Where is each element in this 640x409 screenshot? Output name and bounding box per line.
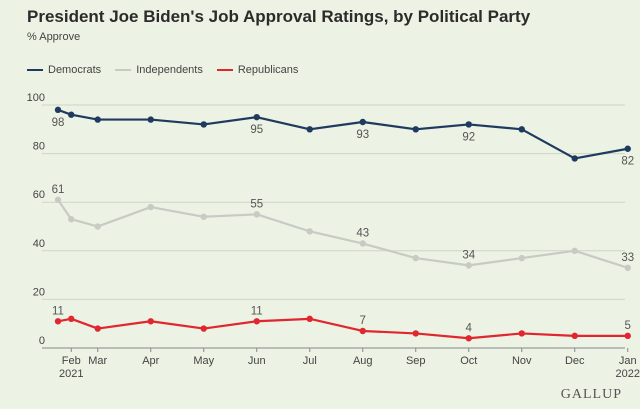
data-label-democrats-0: 98 xyxy=(52,117,65,129)
data-point-republicans-0 xyxy=(54,318,62,325)
data-point-democrats-0 xyxy=(54,106,62,114)
y-tick-label-100: 100 xyxy=(27,92,45,104)
data-point-republicans-2 xyxy=(94,325,101,332)
data-label-democrats-9: 92 xyxy=(462,131,475,143)
data-point-independents-12 xyxy=(624,264,631,272)
y-tick-label-40: 40 xyxy=(33,238,45,250)
data-label-republicans-12: 5 xyxy=(625,320,631,332)
x-tick-year-2022: 2022 xyxy=(616,368,640,380)
x-tick-year-2021: 2021 xyxy=(59,368,83,380)
data-point-independents-5 xyxy=(253,211,260,218)
x-tick-label-jan: Jan xyxy=(619,355,637,367)
data-label-independents-5: 55 xyxy=(250,198,263,210)
y-tick-label-20: 20 xyxy=(33,286,45,298)
data-label-republicans-0: 11 xyxy=(52,305,64,317)
x-tick-label-apr: Apr xyxy=(142,355,159,367)
data-point-republicans-5 xyxy=(253,318,260,325)
y-tick-label-0: 0 xyxy=(39,335,45,347)
legend-swatch-republicans xyxy=(216,69,233,71)
data-label-independents-0: 61 xyxy=(52,184,65,196)
legend-item-independents[interactable]: Independents xyxy=(115,64,203,76)
data-label-independents-12: 33 xyxy=(621,252,634,264)
data-label-republicans-9: 4 xyxy=(466,322,473,334)
data-point-independents-8 xyxy=(412,254,419,262)
data-point-independents-2 xyxy=(94,223,101,230)
data-point-independents-9 xyxy=(465,262,472,269)
data-label-republicans-5: 11 xyxy=(251,305,263,317)
data-point-republicans-7 xyxy=(359,327,366,335)
data-point-democrats-1 xyxy=(68,111,75,118)
x-tick-label-oct: Oct xyxy=(460,355,477,367)
legend-swatch-independents xyxy=(115,69,132,71)
legend-label-independents: Independents xyxy=(136,64,203,76)
y-tick-label-80: 80 xyxy=(33,141,45,153)
chart-subtitle: % Approve xyxy=(27,31,81,43)
legend-label-republicans: Republicans xyxy=(237,64,299,76)
data-point-republicans-1 xyxy=(68,315,75,323)
data-label-independents-9: 34 xyxy=(462,249,475,261)
data-point-democrats-5 xyxy=(253,113,260,121)
x-tick-label-mar: Mar xyxy=(88,355,107,367)
data-point-republicans-12 xyxy=(624,332,631,340)
legend-label-democrats: Democrats xyxy=(48,64,102,76)
data-point-democrats-7 xyxy=(359,118,366,126)
data-point-democrats-4 xyxy=(200,121,207,128)
x-tick-label-aug: Aug xyxy=(353,355,373,367)
gallup-logo: GALLUP xyxy=(560,387,622,402)
data-point-republicans-10 xyxy=(518,330,525,337)
x-tick-label-may: May xyxy=(193,355,214,367)
data-point-republicans-4 xyxy=(200,325,207,332)
legend-swatch-democrats xyxy=(27,69,43,71)
data-label-democrats-12: 82 xyxy=(621,156,634,168)
x-tick-label-sep: Sep xyxy=(406,355,426,367)
data-label-republicans-7: 7 xyxy=(360,315,366,327)
x-tick-label-nov: Nov xyxy=(512,355,532,367)
data-point-democrats-10 xyxy=(518,126,525,133)
data-point-democrats-11 xyxy=(571,155,578,162)
x-tick-label-jul: Jul xyxy=(303,355,317,367)
data-point-democrats-8 xyxy=(412,126,419,133)
chart-legend: Democrats Independents Republicans xyxy=(27,64,298,76)
legend-item-republicans[interactable]: Republicans xyxy=(216,64,299,76)
data-point-democrats-12 xyxy=(624,145,631,152)
legend-item-democrats[interactable]: Democrats xyxy=(27,64,101,76)
data-point-independents-1 xyxy=(68,216,75,223)
data-point-independents-11 xyxy=(571,247,578,254)
data-point-republicans-11 xyxy=(571,332,578,340)
data-point-independents-6 xyxy=(306,228,313,235)
data-point-republicans-8 xyxy=(412,330,419,337)
data-point-democrats-9 xyxy=(465,121,472,128)
data-point-republicans-3 xyxy=(147,318,154,325)
data-point-independents-4 xyxy=(200,213,207,220)
data-point-independents-3 xyxy=(147,203,154,211)
data-point-democrats-6 xyxy=(306,126,313,133)
data-label-democrats-7: 93 xyxy=(356,129,369,141)
data-label-democrats-5: 95 xyxy=(250,124,263,136)
series-line-independents xyxy=(57,199,629,269)
x-tick-label-feb: Feb xyxy=(62,355,81,367)
data-point-independents-0 xyxy=(54,196,62,203)
data-point-republicans-9 xyxy=(465,335,472,342)
series-line-republicans xyxy=(57,317,628,340)
chart-title: President Joe Biden's Job Approval Ratin… xyxy=(27,7,531,26)
data-point-republicans-6 xyxy=(306,315,313,323)
y-tick-label-60: 60 xyxy=(33,189,45,201)
x-tick-label-dec: Dec xyxy=(565,355,585,367)
x-tick-label-jun: Jun xyxy=(248,355,266,367)
data-point-independents-10 xyxy=(518,254,525,262)
data-point-independents-7 xyxy=(359,240,366,247)
series-line-democrats xyxy=(57,108,628,160)
data-point-democrats-2 xyxy=(94,116,101,123)
data-label-independents-7: 43 xyxy=(356,228,369,240)
data-point-democrats-3 xyxy=(147,116,154,123)
